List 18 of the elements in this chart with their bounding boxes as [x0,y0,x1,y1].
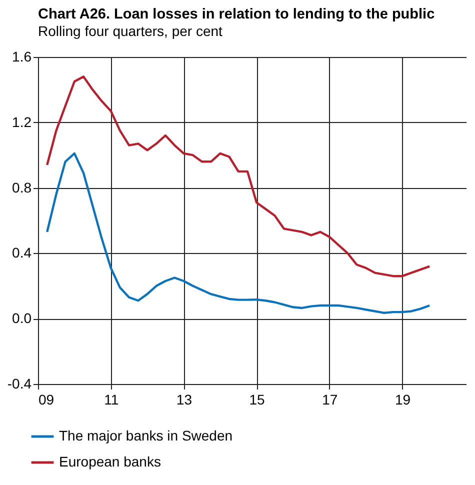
x-tick-label: 15 [249,392,266,408]
y-tick-label: 0.8 [12,179,32,196]
y-tick-label: 1.2 [12,114,32,130]
line-series [46,76,431,278]
y-tick-label: 0.0 [12,310,32,326]
x-tick-label: 13 [176,392,192,408]
x-tick-label: 11 [104,392,119,408]
x-tick-label: 09 [38,392,54,408]
x-tick-label: 19 [394,392,411,408]
chart-subtitle: Rolling four quarters, per cent [38,23,223,39]
y-tick-label: 1.6 [12,48,32,64]
chart-title: Chart A26. Loan losses in relation to lending to the public [38,6,435,22]
y-tick-label: 0.4 [12,244,32,261]
line-series [46,152,431,314]
x-tick-label: 17 [322,392,338,408]
legend-label: The major banks in Sweden [59,428,233,444]
y-tick-label: -0.4 [7,376,32,392]
legend-label: European banks [59,454,161,470]
